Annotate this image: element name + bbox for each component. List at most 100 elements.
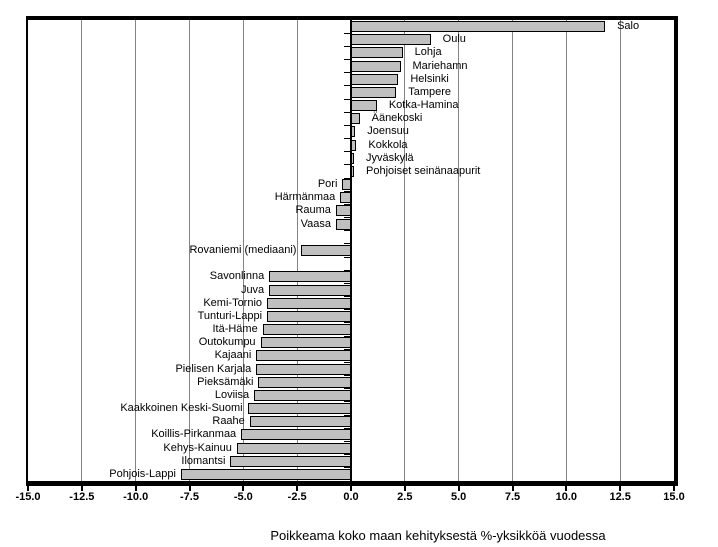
bar-label: Jyväskylä <box>366 151 414 164</box>
x-axis-tick <box>27 486 29 491</box>
category-axis-tick <box>344 282 350 284</box>
bar <box>256 350 351 362</box>
bar-label: Juva <box>240 283 265 296</box>
category-axis-tick <box>344 124 350 126</box>
category-axis-tick <box>344 243 350 245</box>
x-axis-tick <box>350 486 352 491</box>
bar <box>241 429 351 441</box>
category-axis-tick <box>344 203 350 205</box>
bar <box>267 297 351 309</box>
bar-label: Joensuu <box>367 125 409 138</box>
category-axis-tick <box>344 361 350 363</box>
bar-label: Outokumpu <box>198 336 256 349</box>
bar <box>230 455 351 467</box>
x-axis-tick-label: 2.5 <box>397 491 413 503</box>
x-axis-tick-label: 5.0 <box>451 491 467 503</box>
bar <box>340 192 351 204</box>
x-axis-tick-label: 0.0 <box>343 491 359 503</box>
bar-label: Kokkola <box>368 138 408 151</box>
category-axis-tick <box>344 85 350 87</box>
bar-label: Savonlinna <box>209 270 265 283</box>
gridline <box>189 20 190 481</box>
bar-label: Pohjoiset seinänaapurit <box>366 164 481 177</box>
bar <box>351 100 377 112</box>
bar <box>269 284 351 296</box>
bar-label: Tunturi-Lappi <box>197 309 263 322</box>
bar <box>269 271 351 283</box>
bar-label: Kotka-Hamina <box>388 99 459 112</box>
bar-label: Pieksämäki <box>197 375 254 388</box>
gridline <box>135 20 137 481</box>
bar-label: Ilomantsi <box>181 454 226 467</box>
bar <box>342 179 351 191</box>
bar <box>247 403 351 415</box>
bar <box>267 310 351 322</box>
x-axis-tick <box>80 486 83 491</box>
plot-area: Salo Oulu Lohja Mariehamn Helsinki Tampere Kot… <box>26 16 678 486</box>
bar-label: Vaasa <box>300 217 331 230</box>
x-axis-tick <box>619 486 622 491</box>
gridline <box>242 20 244 481</box>
category-axis-tick <box>344 427 350 429</box>
category-axis-tick <box>344 401 350 403</box>
category-axis-tick <box>344 72 350 74</box>
x-axis-tick <box>242 486 245 491</box>
bar <box>351 86 397 98</box>
bar <box>254 389 351 401</box>
bar <box>180 468 351 480</box>
category-axis-tick <box>344 348 350 350</box>
bar-label: Kaakkoinen Keski-Suomi <box>120 402 243 415</box>
bar-label: Pohjois-Lappi <box>109 467 176 480</box>
bar-label: Pielisen Karjala <box>175 362 252 375</box>
bar <box>351 165 354 177</box>
category-axis-tick <box>344 45 350 47</box>
bar <box>351 126 356 138</box>
bar <box>262 324 351 336</box>
bar-label: Kemi-Tornio <box>203 296 263 309</box>
bar <box>335 205 351 217</box>
bar <box>256 363 351 375</box>
bar-label: Pori <box>317 178 338 191</box>
bar-label: Salo <box>617 20 640 33</box>
category-axis-tick <box>344 309 350 311</box>
category-axis-tick <box>344 111 350 113</box>
x-axis-tick <box>188 486 191 491</box>
gridline <box>458 20 460 481</box>
bar <box>351 60 401 72</box>
category-axis-tick <box>344 467 350 469</box>
x-axis-tick-label: 7.5 <box>504 491 521 503</box>
bar <box>351 47 403 59</box>
bar-label: Helsinki <box>410 72 449 85</box>
x-axis-tick-label: 10.0 <box>555 491 578 503</box>
x-axis-tick <box>673 486 675 491</box>
bar-label: Mariehamn <box>412 59 468 72</box>
category-axis-tick <box>344 454 350 456</box>
gridline <box>296 20 298 481</box>
bar-label: Rauma <box>295 204 331 217</box>
category-axis-tick <box>344 269 350 271</box>
bar-label: Oulu <box>442 33 466 46</box>
category-axis-tick <box>344 177 350 179</box>
bar-label: Kehys-Kainuu <box>163 441 232 454</box>
category-axis-tick <box>344 98 350 100</box>
bar-label: Tampere <box>408 85 452 98</box>
x-axis-tick <box>565 486 568 491</box>
bar <box>258 376 351 388</box>
bar <box>351 113 360 125</box>
bar <box>260 337 351 349</box>
category-axis-tick <box>344 217 350 219</box>
bar <box>351 152 354 164</box>
bar-label: Äänekoski <box>371 112 423 125</box>
gridline <box>81 20 83 481</box>
x-axis-tick-label: -10.0 <box>123 491 149 503</box>
category-axis-tick <box>344 32 350 34</box>
category-axis-tick <box>344 388 350 390</box>
x-axis-tick <box>511 486 514 491</box>
x-axis-title: Poikkeama koko maan kehityksestä %-yksik… <box>270 528 606 543</box>
bar-label: Loviisa <box>214 388 250 401</box>
category-axis-tick <box>344 256 350 258</box>
category-axis-tick <box>344 322 350 324</box>
x-axis-tick-label: 12.5 <box>609 491 631 503</box>
bar-label: Itä-Häme <box>212 323 258 336</box>
